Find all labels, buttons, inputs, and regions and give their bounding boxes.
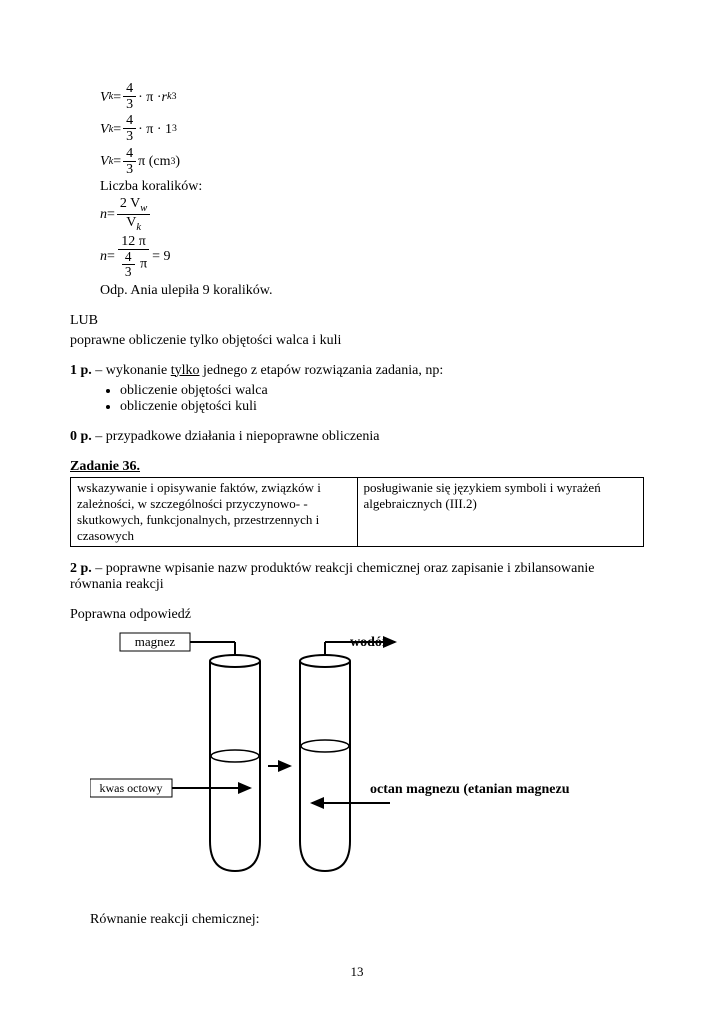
den: 4 3 π (117, 250, 150, 279)
equations-block: Vk = 4 3 · π · rk3 Vk = 4 3 · π · 13 Vk … (100, 82, 644, 299)
eq-vk-result: Vk = 4 3 π (cm3 ) (100, 147, 644, 177)
exp-3: 3 (172, 124, 177, 135)
num: 2 Vw (117, 197, 150, 215)
equals: = (113, 90, 121, 105)
lub-label: LUB (70, 313, 644, 329)
reaction-equation-label: Równanie reakcji chemicznej: (90, 912, 644, 928)
label-magnez: magnez (135, 634, 176, 649)
answer-line: Odp. Ania ulepiła 9 koralików. (100, 283, 644, 298)
bullet-item: obliczenie objętości walca (120, 383, 644, 399)
score-2p-label: 2 p. (70, 561, 92, 576)
equals: = (107, 249, 115, 264)
score-1p-underlined: tylko (171, 363, 200, 378)
num: 4 (123, 147, 136, 162)
score-1p-text1: – wykonanie (92, 363, 171, 378)
exp-3: 3 (172, 92, 177, 103)
score-1p-text2: jednego z etapów rozwiązania zadania, np… (200, 363, 444, 378)
pi-cm: π (cm (138, 154, 170, 169)
score-0p: 0 p. – przypadkowe działania i niepopraw… (70, 429, 644, 445)
page-number: 13 (0, 964, 714, 980)
num: 4 (123, 82, 136, 97)
frac-4-3: 4 3 (123, 147, 136, 177)
num: 12 π (118, 235, 149, 250)
equals: = (113, 154, 121, 169)
frac-4-3: 4 3 (123, 114, 136, 144)
var-n: n (100, 207, 107, 222)
eq-n-result: n = 12 π 4 3 π = 9 (100, 235, 644, 279)
den: Vk (123, 215, 144, 233)
bullet-item: obliczenie objętości kuli (120, 399, 644, 415)
den: 3 (123, 129, 136, 144)
den: 3 (123, 162, 136, 177)
beads-label: Liczba koralików: (100, 179, 644, 194)
var-n: n (100, 249, 107, 264)
reaction-diagram: magnez wodór kwas octowy (90, 631, 644, 896)
equals: = (113, 122, 121, 137)
task-36-title: Zadanie 36. (70, 459, 644, 475)
label-kwas: kwas octowy (100, 781, 163, 795)
score-1p-label: 1 p. (70, 363, 92, 378)
num: 4 (123, 114, 136, 129)
var-V: V (100, 154, 109, 169)
var-V: V (100, 90, 109, 105)
correct-answer-label: Poprawna odpowiedź (70, 607, 644, 623)
frac-4-3: 4 3 (123, 82, 136, 112)
eq-vk-numeric: Vk = 4 3 · π · 13 (100, 114, 644, 144)
eq-vk-formula: Vk = 4 3 · π · rk3 (100, 82, 644, 112)
standards-table: wskazywanie i opisywanie faktów, związkó… (70, 477, 644, 547)
score-2p-text: – poprawne wpisanie nazw produktów reakc… (70, 561, 594, 592)
pi-dot: · π · (138, 90, 161, 105)
eq-n-frac: n = 2 Vw Vk (100, 197, 644, 234)
frac-complex: 12 π 4 3 π (117, 235, 150, 279)
frac-2vw-vk: 2 Vw Vk (117, 197, 150, 234)
table-cell-left: wskazywanie i opisywanie faktów, związkó… (71, 477, 358, 546)
table-cell-right: posługiwanie się językiem symboli i wyra… (357, 477, 644, 546)
score-0p-text: – przypadkowe działania i niepoprawne ob… (92, 429, 380, 444)
lub-text: poprawne obliczenie tylko objętości walc… (70, 333, 644, 349)
label-octan: octan magnezu (etanian magnezu) (370, 782, 570, 797)
score-1p: 1 p. – wykonanie tylko jednego z etapów … (70, 363, 644, 379)
den: 3 (123, 97, 136, 112)
score-2p: 2 p. – poprawne wpisanie nazw produktów … (70, 561, 644, 593)
inner-frac: 4 3 (122, 250, 135, 279)
pi-1: · π · 1 (138, 122, 172, 137)
close-paren: ) (175, 154, 180, 169)
result-9: = 9 (152, 249, 170, 264)
bullet-list: obliczenie objętości walca obliczenie ob… (120, 383, 644, 415)
var-V: V (100, 122, 109, 137)
equals: = (107, 207, 115, 222)
score-0p-label: 0 p. (70, 429, 92, 444)
diagram-svg: magnez wodór kwas octowy (90, 631, 570, 891)
